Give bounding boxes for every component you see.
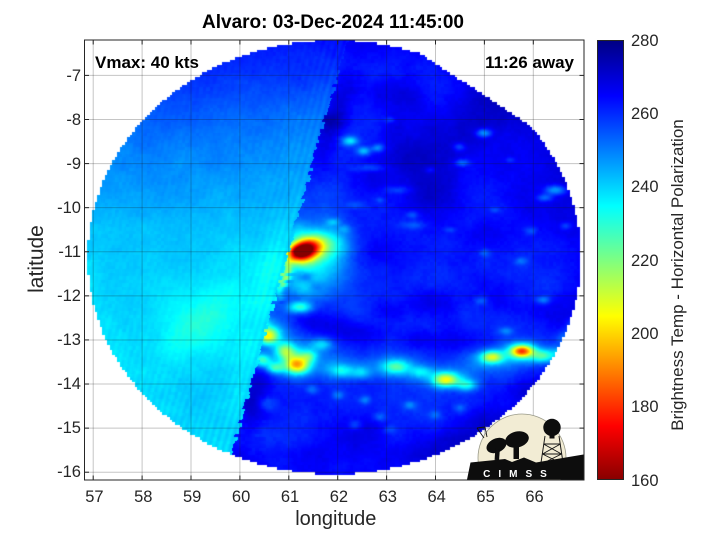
svg-text:CIMSS: CIMSS	[483, 469, 555, 480]
